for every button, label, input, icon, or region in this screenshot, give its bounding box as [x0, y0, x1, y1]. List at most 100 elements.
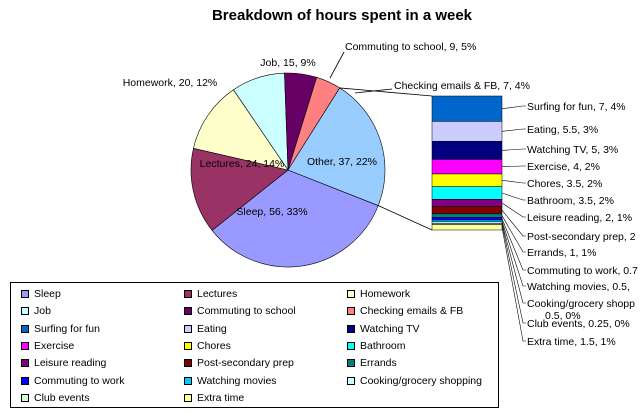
bar-segment-surfing-for-fun: [431, 95, 503, 122]
slice-label-lectures: Lectures, 24, 14%: [200, 158, 285, 170]
pie-slice-lectures: [190, 147, 289, 231]
bar-segment-exercise: [431, 159, 503, 175]
bar-segment-cooking-grocery-shopping: [431, 221, 503, 224]
bar-label-extra-time: Extra time, 1.5, 1%: [527, 336, 616, 348]
legend-label: Cooking/grocery shopping: [360, 374, 482, 387]
bar-label-eating: Eating, 5.5, 3%: [527, 124, 598, 136]
bar-label-post-secondary-prep: Post-secondary prep, 2: [527, 231, 636, 243]
leader-line-watching-tv: [501, 148, 526, 151]
legend-label: Surfing for fun: [34, 322, 100, 335]
bar-label-leisure-reading: Leisure reading, 2, 1%: [527, 212, 632, 224]
legend-swatch: [184, 290, 192, 298]
legend-label: Extra time: [197, 391, 245, 404]
legend-swatch: [347, 359, 355, 368]
bar-label-watching-tv: Watching TV, 5, 3%: [527, 144, 618, 156]
leader-line-post-secondary-prep: [501, 210, 526, 237]
legend-label: Club events: [34, 391, 90, 404]
pie-slice-homework: [193, 89, 289, 171]
legend-swatch: [21, 290, 29, 298]
legend-swatch: [184, 324, 192, 333]
slice-label-sleep: Sleep, 56, 33%: [236, 206, 307, 218]
legend-label: Commuting to school: [197, 305, 296, 318]
legend-label: Commuting to work: [34, 374, 125, 387]
legend-label: Leisure reading: [34, 357, 107, 370]
legend-swatch: [184, 376, 192, 385]
bar-label-chores: Chores, 3.5, 2%: [527, 178, 602, 190]
legend-swatch: [21, 376, 29, 385]
legend-swatch: [184, 393, 192, 402]
legend-swatch: [21, 359, 29, 368]
slice-label-other: Other, 37, 22%: [307, 156, 377, 168]
leader-line-errands: [501, 215, 526, 253]
bar-segment-chores: [431, 173, 503, 187]
bar-label-surfing-for-fun: Surfing for fun, 7, 4%: [527, 101, 626, 113]
connector-top: [339, 87, 433, 97]
leader-line-eating: [501, 128, 526, 132]
leader-line-leisure-reading: [501, 202, 526, 218]
legend-label: Exercise: [34, 339, 75, 352]
legend-swatch: [184, 359, 192, 368]
slice-label-commuting-to-school: Commuting to school, 9, 5%: [345, 41, 476, 53]
bar-segment-eating: [431, 121, 503, 142]
legend-label: Watching movies: [197, 374, 277, 387]
slice-label-job: Job, 15, 9%: [260, 57, 315, 69]
bar-label-cooking-grocery-shopping: Cooking/grocery shopp: [527, 298, 635, 310]
bar-segment-watching-movies: [431, 219, 503, 223]
legend-swatch: [347, 341, 355, 350]
legend-label: Chores: [197, 339, 231, 352]
legend-label: Errands: [360, 357, 397, 370]
legend-swatch: [21, 393, 29, 402]
bar-segment-watching-tv: [431, 141, 503, 160]
legend-swatch: [184, 341, 192, 350]
leader-line-club-events: [501, 224, 526, 324]
legend: Sleep Lectures Homework Job Commuting to sch…: [10, 282, 499, 408]
pie-slice-other: [287, 87, 386, 206]
bar-label-bathroom: Bathroom, 3.5, 2%: [527, 195, 614, 207]
legend-label: Checking emails & FB: [360, 305, 464, 318]
bar-segment-errands: [431, 213, 503, 218]
leader-line-cooking-grocery-shopping: [501, 222, 526, 304]
leader-line-bathroom: [501, 192, 526, 201]
pie-slice-sleep: [211, 169, 379, 268]
slice-label-homework: Homework, 20, 12%: [123, 77, 218, 89]
legend-swatch: [21, 341, 29, 350]
data-labels: Sleep, 56, 33% Lectures, 24, 14% Homework,…: [123, 41, 638, 348]
leader-line-surfing-for-fun: [501, 105, 526, 109]
chart-title: Breakdown of hours spent in a week: [212, 7, 473, 24]
legend-swatch: [347, 307, 355, 316]
leader-line-watching-movies: [501, 220, 526, 287]
pie-slices: [190, 72, 386, 268]
breakdown-connectors: [329, 51, 526, 342]
bar-segment-commuting-to-work: [431, 217, 503, 221]
bar-segment-post-secondary-prep: [431, 206, 503, 215]
leader-line-exercise: [501, 165, 526, 168]
leader-line-chores: [501, 180, 526, 184]
bar-segment-bathroom: [431, 186, 503, 200]
bar-label-errands: Errands, 1, 1%: [527, 247, 596, 259]
legend-swatch: [21, 324, 29, 333]
slice-label-checking-emails-fb: Checking emails & FB, 7, 4%: [394, 80, 530, 92]
legend-label: Watching TV: [360, 322, 420, 335]
legend-label: Homework: [360, 288, 411, 300]
bar-label-exercise: Exercise, 4, 2%: [527, 161, 600, 173]
leader-line-commuting-to-school: [329, 51, 345, 79]
legend-label: Sleep: [34, 288, 61, 300]
legend-swatch: [184, 307, 192, 316]
legend-swatch: [347, 324, 355, 333]
bar-label-club-events: Club events, 0.25, 0%: [527, 318, 630, 330]
legend-swatch: [21, 307, 29, 316]
legend-swatch: [347, 376, 355, 385]
bar-label-commuting-to-work: Commuting to work, 0.7: [527, 265, 638, 277]
breakdown-bar: [431, 95, 503, 231]
legend-label: Bathroom: [360, 339, 406, 352]
bar-label-watching-movies: Watching movies, 0.5,: [527, 281, 630, 293]
bar-segment-leisure-reading: [431, 199, 503, 207]
leader-line-extra-time: [501, 227, 526, 342]
legend-swatch: [347, 290, 355, 298]
legend-label: Lectures: [197, 288, 238, 300]
legend-label: Job: [34, 305, 51, 318]
connector-bottom: [378, 205, 433, 231]
bar-segment-extra-time: [431, 224, 503, 231]
